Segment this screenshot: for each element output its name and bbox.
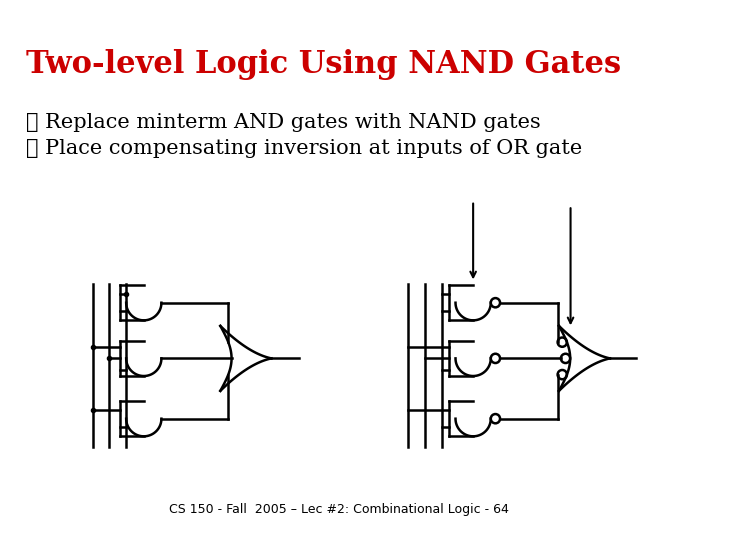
Text: ❖ Place compensating inversion at inputs of OR gate: ❖ Place compensating inversion at inputs…: [26, 138, 583, 158]
Text: ❖ Replace minterm AND gates with NAND gates: ❖ Replace minterm AND gates with NAND ga…: [26, 113, 541, 131]
Text: Two-level Logic Using NAND Gates: Two-level Logic Using NAND Gates: [26, 49, 621, 80]
Text: CS 150 - Fall  2005 – Lec #2: Combinational Logic - 64: CS 150 - Fall 2005 – Lec #2: Combination…: [169, 503, 509, 516]
